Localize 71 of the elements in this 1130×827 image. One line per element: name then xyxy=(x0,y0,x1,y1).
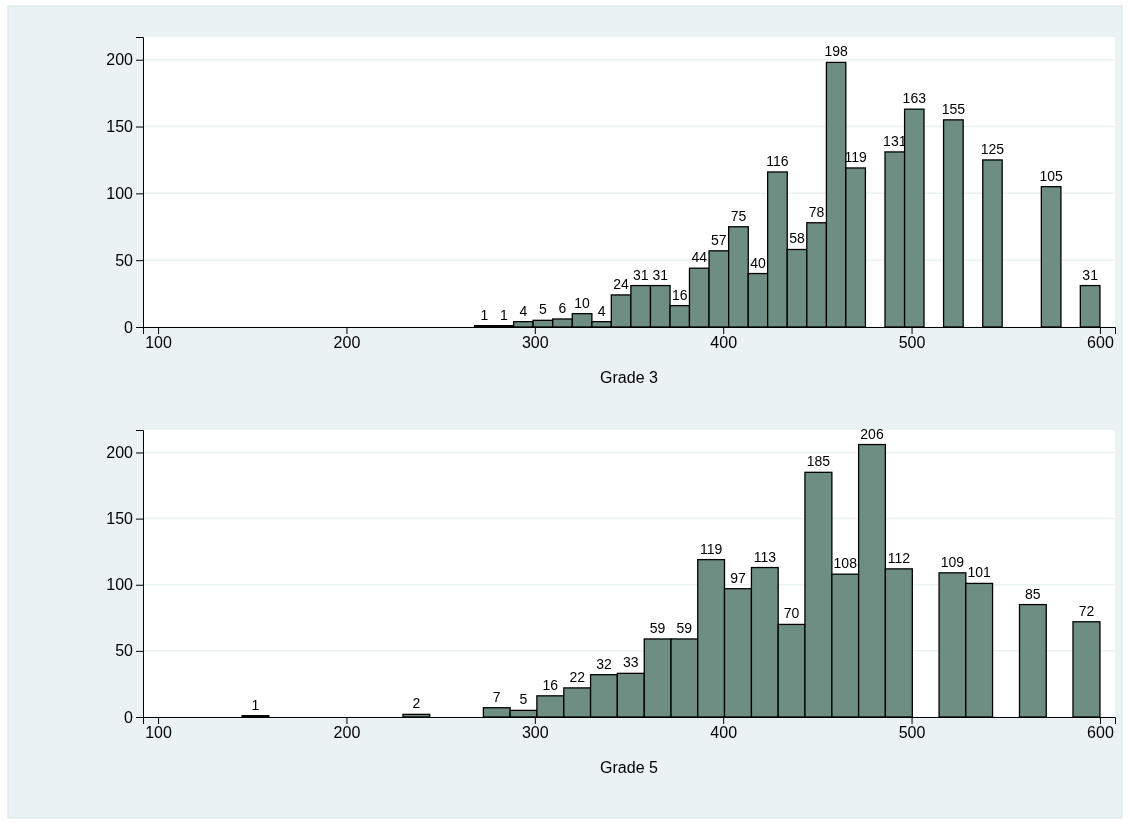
data-label: 119 xyxy=(699,540,723,557)
x-axis-title: Grade 5 xyxy=(600,759,659,776)
data-label: 185 xyxy=(806,453,831,470)
x-tick-label: 500 xyxy=(898,334,926,352)
data-label: 31 xyxy=(1082,266,1099,283)
x-tick-label: 600 xyxy=(1087,334,1114,352)
y-tick-label: 50 xyxy=(115,251,134,269)
data-label: 40 xyxy=(750,254,766,271)
data-label: 101 xyxy=(967,564,992,581)
x-tick-label: 500 xyxy=(898,724,926,742)
data-label: 85 xyxy=(1025,585,1041,602)
data-label: 70 xyxy=(783,605,800,622)
data-label: 109 xyxy=(940,553,965,570)
data-label: 125 xyxy=(980,140,1005,157)
y-tick-label: 150 xyxy=(106,118,134,136)
data-label: 2 xyxy=(412,695,421,712)
data-label: 155 xyxy=(941,100,966,117)
y-tick-label: 200 xyxy=(106,51,134,69)
data-label: 16 xyxy=(671,286,688,303)
data-label: 5 xyxy=(519,691,528,708)
y-tick-label: 200 xyxy=(106,444,134,462)
data-label: 59 xyxy=(676,619,693,636)
data-label: 116 xyxy=(766,152,789,169)
y-tick-label: 50 xyxy=(115,642,134,660)
data-label: 4 xyxy=(597,302,606,319)
data-label: 97 xyxy=(730,569,746,586)
x-tick-label: 400 xyxy=(710,334,738,352)
x-tick-label: 300 xyxy=(521,724,549,742)
data-label: 198 xyxy=(824,43,849,60)
x-tick-label: 200 xyxy=(333,724,361,742)
data-label: 7 xyxy=(492,688,501,705)
data-label: 33 xyxy=(623,654,639,671)
data-label: 57 xyxy=(711,231,727,248)
x-tick-label: 200 xyxy=(333,334,361,352)
data-label: 10 xyxy=(574,294,591,311)
data-label: 108 xyxy=(833,555,858,572)
data-label: 58 xyxy=(789,230,806,247)
data-label: 31 xyxy=(632,266,649,283)
y-tick-label: 100 xyxy=(106,576,134,594)
data-label: 5 xyxy=(539,301,548,318)
x-tick-label: 400 xyxy=(710,724,738,742)
data-label: 163 xyxy=(902,90,927,107)
data-label: 1 xyxy=(480,306,489,323)
data-label: 32 xyxy=(596,655,612,672)
data-label: 16 xyxy=(542,676,559,693)
data-label: 75 xyxy=(730,207,747,224)
y-tick-label: 0 xyxy=(124,318,134,336)
data-label: 31 xyxy=(652,266,669,283)
data-label: 105 xyxy=(1039,167,1064,184)
data-label: 72 xyxy=(1078,602,1095,619)
y-tick-label: 0 xyxy=(124,708,134,726)
x-axis-title: Grade 3 xyxy=(600,369,659,386)
x-tick-label: 300 xyxy=(521,334,549,352)
data-label: 78 xyxy=(808,203,825,220)
x-tick-label: 100 xyxy=(145,334,173,352)
data-label: 59 xyxy=(649,619,666,636)
y-tick-label: 100 xyxy=(106,184,134,202)
data-label: 22 xyxy=(569,668,586,685)
data-label: 131 xyxy=(883,132,907,149)
data-label: 4 xyxy=(519,302,528,319)
data-label: 44 xyxy=(691,249,708,266)
x-tick-label: 600 xyxy=(1087,724,1114,742)
data-label: 206 xyxy=(860,425,884,442)
data-label: 112 xyxy=(887,549,911,566)
data-label: 1 xyxy=(500,306,509,323)
y-tick-label: 150 xyxy=(106,510,134,528)
data-label: 1 xyxy=(251,696,260,713)
data-label: 113 xyxy=(753,548,777,565)
data-label: 24 xyxy=(613,275,630,292)
x-tick-label: 100 xyxy=(145,724,173,742)
data-label: 6 xyxy=(558,299,567,316)
